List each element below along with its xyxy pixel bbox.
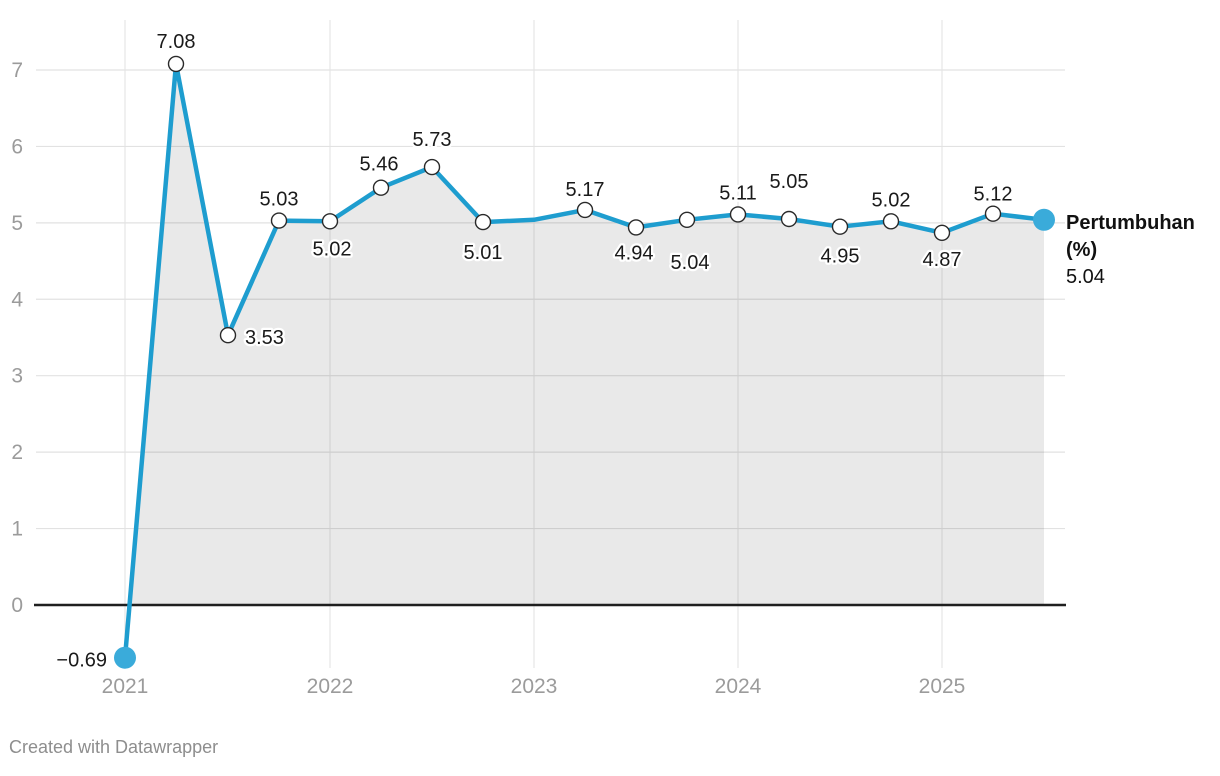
data-endpoint-marker[interactable] [114, 646, 136, 669]
data-point-marker[interactable] [474, 213, 492, 231]
data-point-marker[interactable] [423, 158, 441, 176]
data-point-marker[interactable] [167, 55, 185, 73]
value-label: 5.12 [974, 184, 1013, 206]
y-axis-tick-label: 2 [11, 441, 23, 464]
x-axis-tick-label: 2024 [715, 675, 762, 698]
y-axis-tick-label: 5 [11, 212, 23, 235]
x-axis-tick-label: 2023 [511, 675, 558, 698]
value-label: 4.94 [615, 242, 654, 264]
value-label: 5.46 [360, 154, 399, 176]
series-annotation-title-line2: (%) [1066, 239, 1098, 261]
data-point-marker[interactable] [219, 327, 237, 344]
data-point-marker[interactable] [372, 179, 390, 196]
value-label: 4.87 [923, 249, 962, 271]
series-annotation-title-line1: Pertumbuhan [1066, 212, 1195, 234]
y-axis-tick-label: 1 [11, 518, 23, 541]
value-label: 5.73 [413, 129, 452, 151]
value-label: 3.53 [245, 327, 284, 349]
series-annotation: Pertumbuhan (%) 5.04 [1066, 210, 1220, 291]
data-point-marker[interactable] [984, 205, 1002, 222]
x-axis-tick-label: 2025 [919, 675, 966, 698]
datawrapper-credit: Created with Datawrapper [9, 737, 219, 757]
data-point-marker[interactable] [270, 212, 288, 229]
value-label: 4.95 [821, 246, 860, 268]
data-point-marker[interactable] [831, 218, 849, 235]
value-label: 5.05 [770, 171, 809, 193]
value-label: 5.17 [566, 179, 605, 201]
y-axis-tick-label: 3 [11, 365, 23, 388]
value-label: 5.04 [671, 252, 710, 274]
data-endpoint-marker[interactable] [1033, 208, 1055, 231]
data-point-marker[interactable] [678, 211, 696, 229]
y-axis-tick-label: 0 [11, 594, 23, 617]
value-label: 5.01 [464, 242, 503, 264]
x-axis-tick-label: 2022 [307, 675, 354, 698]
value-label: 5.02 [872, 189, 911, 211]
data-point-marker[interactable] [933, 224, 951, 242]
value-label: 5.02 [313, 238, 352, 260]
data-point-marker[interactable] [627, 219, 645, 236]
value-label: −0.69 [56, 650, 107, 672]
value-label: 5.11 [719, 182, 756, 204]
y-axis-tick-label: 6 [11, 135, 23, 158]
data-point-marker[interactable] [729, 206, 747, 223]
data-point-marker[interactable] [882, 213, 900, 230]
x-axis-tick-label: 2021 [102, 675, 149, 698]
data-point-marker[interactable] [576, 201, 594, 219]
value-label: 5.03 [260, 189, 299, 211]
y-axis-tick-label: 7 [11, 59, 23, 82]
data-point-marker[interactable] [321, 213, 339, 230]
area-fill [129, 63, 1044, 605]
y-axis-tick-label: 4 [11, 288, 23, 311]
data-point-marker[interactable] [780, 210, 798, 228]
value-label: 7.08 [157, 31, 196, 53]
series-annotation-value: 5.04 [1066, 266, 1105, 288]
